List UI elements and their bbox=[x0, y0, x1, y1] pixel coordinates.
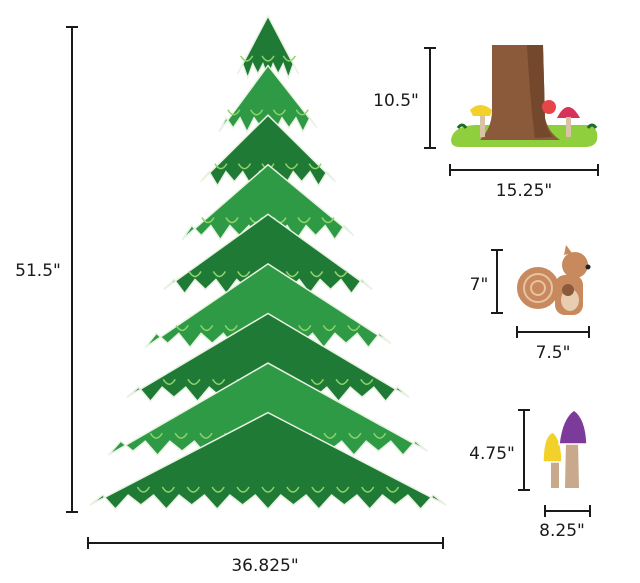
tree-highlight bbox=[309, 271, 324, 278]
squirrel-image bbox=[515, 245, 591, 315]
tree-highlight bbox=[361, 486, 375, 493]
pine-tree-image bbox=[89, 14, 447, 511]
stump-width-label: 15.25" bbox=[496, 181, 553, 201]
tree-highlight bbox=[297, 217, 311, 224]
tree-highlight bbox=[311, 486, 325, 493]
tree-tier bbox=[89, 411, 447, 511]
tree-highlight bbox=[261, 55, 275, 62]
tree-highlight bbox=[211, 486, 225, 493]
tree-height-label: 51.5" bbox=[15, 261, 61, 281]
tree-highlight bbox=[174, 432, 188, 439]
tree-height-dimension: 51.5" bbox=[15, 26, 78, 513]
tree-highlight bbox=[295, 109, 309, 116]
tree-highlight bbox=[201, 217, 215, 224]
tree-highlight bbox=[188, 271, 202, 278]
tree-highlight bbox=[175, 324, 189, 332]
mushrooms-height-label: 4.75" bbox=[469, 444, 515, 464]
squirrel-width-label: 7.5" bbox=[536, 343, 571, 363]
stump-height-dimension: 10.5" bbox=[373, 47, 436, 149]
tree-highlight bbox=[334, 271, 348, 278]
tree-stump-image bbox=[448, 45, 600, 149]
tree-highlight bbox=[373, 432, 387, 439]
tree-highlight bbox=[186, 486, 200, 493]
tree-highlight bbox=[286, 486, 300, 493]
tree-highlight bbox=[323, 432, 337, 439]
tree-highlight bbox=[347, 324, 361, 332]
tree-highlight bbox=[385, 486, 400, 493]
mushrooms-image bbox=[542, 409, 588, 488]
mushrooms-width-label: 8.25" bbox=[539, 521, 585, 541]
tree-highlight bbox=[224, 324, 238, 332]
tree-highlight bbox=[214, 163, 228, 170]
stump-width-dimension: 15.25" bbox=[449, 164, 599, 201]
tree-highlight bbox=[335, 378, 349, 385]
tree-highlight bbox=[240, 55, 254, 62]
mushrooms-width-dimension: 8.25" bbox=[539, 505, 591, 541]
tree-highlight bbox=[237, 163, 252, 170]
squirrel-width-dimension: 7.5" bbox=[516, 326, 590, 363]
tree-highlight bbox=[336, 486, 350, 493]
tree-highlight bbox=[225, 217, 239, 224]
tree-highlight bbox=[261, 486, 275, 493]
tree-highlight bbox=[298, 324, 312, 332]
tree-highlight bbox=[272, 109, 287, 116]
tree-highlight bbox=[187, 378, 201, 385]
tree-highlight bbox=[236, 486, 250, 493]
tree-highlight bbox=[321, 217, 335, 224]
tree-highlight bbox=[284, 163, 299, 170]
tree-highlight bbox=[162, 378, 176, 385]
tree-highlight bbox=[360, 378, 374, 385]
mushrooms-height-dimension: 4.75" bbox=[469, 409, 530, 491]
tree-highlight bbox=[227, 109, 241, 116]
tree-highlight bbox=[348, 432, 362, 439]
tree-highlight bbox=[322, 324, 336, 332]
tree-highlight bbox=[308, 163, 322, 170]
tree-highlight bbox=[211, 378, 226, 385]
tree-highlight bbox=[282, 55, 296, 62]
squirrel-height-label: 7" bbox=[470, 275, 489, 295]
tree-width-label: 36.825" bbox=[231, 556, 298, 576]
tree-highlight bbox=[199, 432, 213, 439]
squirrel-height-dimension: 7" bbox=[470, 249, 503, 314]
stump-height-label: 10.5" bbox=[373, 91, 419, 111]
tree-highlight bbox=[161, 486, 175, 493]
tree-highlight bbox=[200, 324, 214, 332]
tree-highlight bbox=[149, 432, 163, 439]
tree-highlight bbox=[237, 271, 251, 278]
tree-highlight bbox=[212, 271, 227, 278]
tree-highlight bbox=[136, 486, 151, 493]
tree-width-dimension: 36.825" bbox=[87, 537, 444, 576]
tree-highlight bbox=[310, 378, 325, 385]
tree-highlight bbox=[285, 271, 299, 278]
tree-highlight bbox=[249, 109, 264, 116]
